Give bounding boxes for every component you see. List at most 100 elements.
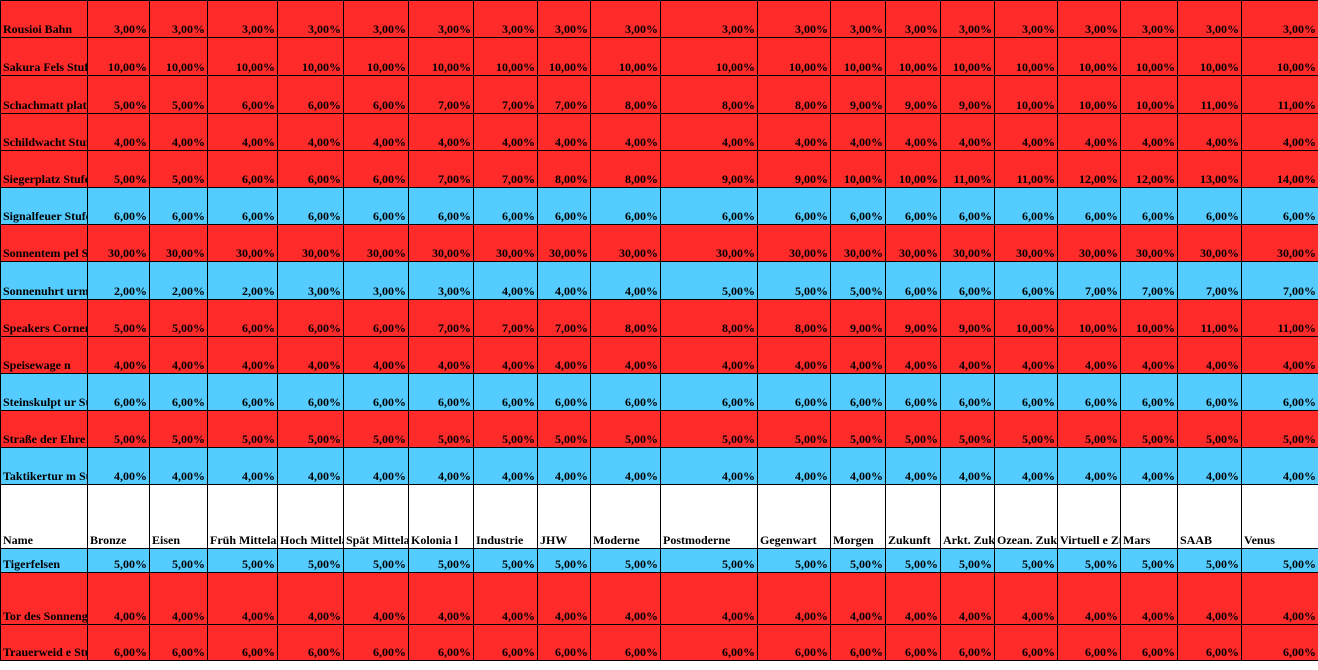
value-cell-hoch-mittelalt[interactable]: 4,00% bbox=[277, 572, 344, 625]
row-name-cell[interactable]: Rousioi Bahn bbox=[0, 0, 88, 38]
value-cell-virtuell-e-zukunft[interactable]: 10,00% bbox=[1057, 299, 1121, 337]
value-cell-sp-t-mittelalt[interactable]: 5,00% bbox=[343, 548, 409, 573]
value-cell-industrie[interactable]: 4,00% bbox=[473, 261, 538, 300]
value-cell-moderne[interactable]: 4,00% bbox=[590, 572, 661, 625]
value-cell-bronze[interactable]: 5,00% bbox=[87, 150, 150, 188]
value-cell-moderne[interactable]: 30,00% bbox=[590, 224, 661, 262]
value-cell-morgen[interactable]: 4,00% bbox=[830, 447, 886, 485]
value-cell-venus[interactable]: 4,00% bbox=[1241, 113, 1318, 151]
value-cell-moderne[interactable]: 4,00% bbox=[590, 113, 661, 151]
value-cell-venus[interactable]: 6,00% bbox=[1241, 624, 1318, 661]
value-cell-jhw[interactable]: 7,00% bbox=[537, 299, 591, 337]
value-cell-hoch-mittelalt[interactable]: 6,00% bbox=[277, 624, 344, 661]
value-cell-ozean-zukunft[interactable]: 6,00% bbox=[994, 261, 1058, 300]
value-cell-zukunft[interactable]: 5,00% bbox=[885, 548, 941, 573]
value-cell-bronze[interactable]: 30,00% bbox=[87, 224, 150, 262]
value-cell-ozean-zukunft[interactable]: 4,00% bbox=[994, 113, 1058, 151]
value-cell-morgen[interactable]: 4,00% bbox=[830, 336, 886, 374]
value-cell-saab[interactable]: 7,00% bbox=[1177, 261, 1242, 300]
value-cell-ozean-zukunft[interactable]: 10,00% bbox=[994, 299, 1058, 337]
value-cell-fr-h-mittelalt[interactable]: 4,00% bbox=[207, 113, 278, 151]
column-header-sp-t-mittelalt[interactable]: Spät Mittelalt. bbox=[343, 484, 409, 549]
row-name-cell[interactable]: Taktikertur m Stufe 2 bbox=[0, 447, 88, 485]
value-cell-industrie[interactable]: 5,00% bbox=[473, 548, 538, 573]
value-cell-jhw[interactable]: 3,00% bbox=[537, 0, 591, 38]
value-cell-postmoderne[interactable]: 6,00% bbox=[660, 187, 758, 225]
value-cell-zukunft[interactable]: 4,00% bbox=[885, 113, 941, 151]
value-cell-industrie[interactable]: 6,00% bbox=[473, 187, 538, 225]
value-cell-bronze[interactable]: 4,00% bbox=[87, 572, 150, 625]
value-cell-saab[interactable]: 5,00% bbox=[1177, 410, 1242, 448]
value-cell-zukunft[interactable]: 4,00% bbox=[885, 447, 941, 485]
value-cell-arkt-zukunft[interactable]: 30,00% bbox=[940, 224, 995, 262]
value-cell-zukunft[interactable]: 5,00% bbox=[885, 410, 941, 448]
row-name-cell[interactable]: Schachmatt platz bbox=[0, 75, 88, 114]
value-cell-kolonia-l[interactable]: 30,00% bbox=[408, 224, 474, 262]
value-cell-hoch-mittelalt[interactable]: 3,00% bbox=[277, 261, 344, 300]
value-cell-sp-t-mittelalt[interactable]: 4,00% bbox=[343, 336, 409, 374]
value-cell-bronze[interactable]: 5,00% bbox=[87, 548, 150, 573]
value-cell-gegenwart[interactable]: 4,00% bbox=[757, 447, 831, 485]
value-cell-ozean-zukunft[interactable]: 5,00% bbox=[994, 410, 1058, 448]
value-cell-kolonia-l[interactable]: 6,00% bbox=[408, 624, 474, 661]
column-header-mars[interactable]: Mars bbox=[1120, 484, 1178, 549]
value-cell-postmoderne[interactable]: 4,00% bbox=[660, 113, 758, 151]
value-cell-hoch-mittelalt[interactable]: 4,00% bbox=[277, 447, 344, 485]
value-cell-moderne[interactable]: 6,00% bbox=[590, 624, 661, 661]
value-cell-zukunft[interactable]: 9,00% bbox=[885, 75, 941, 114]
value-cell-bronze[interactable]: 5,00% bbox=[87, 410, 150, 448]
column-header-saab[interactable]: SAAB bbox=[1177, 484, 1242, 549]
value-cell-arkt-zukunft[interactable]: 5,00% bbox=[940, 410, 995, 448]
value-cell-morgen[interactable]: 4,00% bbox=[830, 113, 886, 151]
row-name-cell[interactable]: Sonnenuhrt urm bbox=[0, 261, 88, 300]
row-name-cell[interactable]: Siegerplatz Stufe 2 bbox=[0, 150, 88, 188]
value-cell-eisen[interactable]: 5,00% bbox=[149, 299, 208, 337]
value-cell-postmoderne[interactable]: 30,00% bbox=[660, 224, 758, 262]
value-cell-zukunft[interactable]: 10,00% bbox=[885, 150, 941, 188]
value-cell-industrie[interactable]: 4,00% bbox=[473, 572, 538, 625]
value-cell-hoch-mittelalt[interactable]: 6,00% bbox=[277, 187, 344, 225]
value-cell-sp-t-mittelalt[interactable]: 6,00% bbox=[343, 373, 409, 411]
value-cell-eisen[interactable]: 6,00% bbox=[149, 187, 208, 225]
value-cell-morgen[interactable]: 9,00% bbox=[830, 299, 886, 337]
value-cell-saab[interactable]: 6,00% bbox=[1177, 373, 1242, 411]
value-cell-morgen[interactable]: 6,00% bbox=[830, 373, 886, 411]
value-cell-venus[interactable]: 5,00% bbox=[1241, 548, 1318, 573]
value-cell-arkt-zukunft[interactable]: 4,00% bbox=[940, 336, 995, 374]
value-cell-morgen[interactable]: 10,00% bbox=[830, 150, 886, 188]
value-cell-bronze[interactable]: 10,00% bbox=[87, 37, 150, 76]
value-cell-bronze[interactable]: 6,00% bbox=[87, 187, 150, 225]
value-cell-saab[interactable]: 13,00% bbox=[1177, 150, 1242, 188]
value-cell-gegenwart[interactable]: 10,00% bbox=[757, 37, 831, 76]
value-cell-hoch-mittelalt[interactable]: 6,00% bbox=[277, 75, 344, 114]
value-cell-fr-h-mittelalt[interactable]: 6,00% bbox=[207, 75, 278, 114]
value-cell-kolonia-l[interactable]: 4,00% bbox=[408, 447, 474, 485]
column-header-hoch-mittelalt[interactable]: Hoch Mittelalt. bbox=[277, 484, 344, 549]
value-cell-mars[interactable]: 30,00% bbox=[1120, 224, 1178, 262]
value-cell-hoch-mittelalt[interactable]: 3,00% bbox=[277, 0, 344, 38]
value-cell-postmoderne[interactable]: 4,00% bbox=[660, 572, 758, 625]
value-cell-zukunft[interactable]: 6,00% bbox=[885, 261, 941, 300]
value-cell-moderne[interactable]: 6,00% bbox=[590, 187, 661, 225]
value-cell-jhw[interactable]: 4,00% bbox=[537, 572, 591, 625]
row-name-cell[interactable]: Schildwacht Stufe 2 bbox=[0, 113, 88, 151]
value-cell-mars[interactable]: 4,00% bbox=[1120, 113, 1178, 151]
column-header-industrie[interactable]: Industrie bbox=[473, 484, 538, 549]
value-cell-hoch-mittelalt[interactable]: 6,00% bbox=[277, 373, 344, 411]
value-cell-jhw[interactable]: 6,00% bbox=[537, 624, 591, 661]
value-cell-eisen[interactable]: 5,00% bbox=[149, 75, 208, 114]
value-cell-bronze[interactable]: 6,00% bbox=[87, 624, 150, 661]
value-cell-sp-t-mittelalt[interactable]: 6,00% bbox=[343, 150, 409, 188]
value-cell-eisen[interactable]: 4,00% bbox=[149, 336, 208, 374]
value-cell-jhw[interactable]: 4,00% bbox=[537, 261, 591, 300]
value-cell-jhw[interactable]: 5,00% bbox=[537, 410, 591, 448]
value-cell-virtuell-e-zukunft[interactable]: 30,00% bbox=[1057, 224, 1121, 262]
value-cell-venus[interactable]: 5,00% bbox=[1241, 410, 1318, 448]
value-cell-moderne[interactable]: 10,00% bbox=[590, 37, 661, 76]
value-cell-venus[interactable]: 3,00% bbox=[1241, 0, 1318, 38]
value-cell-morgen[interactable]: 5,00% bbox=[830, 410, 886, 448]
value-cell-venus[interactable]: 7,00% bbox=[1241, 261, 1318, 300]
column-header-eisen[interactable]: Eisen bbox=[149, 484, 208, 549]
value-cell-sp-t-mittelalt[interactable]: 5,00% bbox=[343, 410, 409, 448]
value-cell-sp-t-mittelalt[interactable]: 10,00% bbox=[343, 37, 409, 76]
